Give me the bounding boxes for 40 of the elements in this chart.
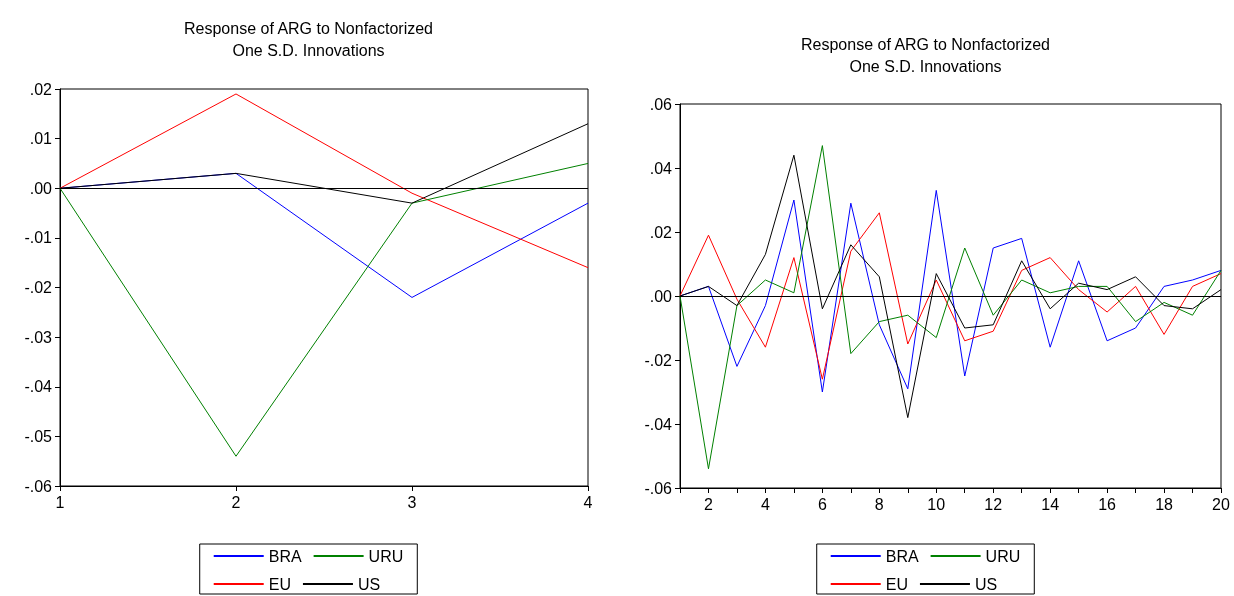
y-tick-label: .01 bbox=[29, 130, 53, 148]
legend-label: URU bbox=[368, 547, 404, 565]
x-tick-label: 18 bbox=[1155, 495, 1174, 513]
x-tick-label: 20 bbox=[1212, 495, 1230, 513]
chart-title: Response of ARG to Nonfactorized One S.D. Innovations bbox=[183, 19, 434, 59]
x-tick-label: 4 bbox=[760, 495, 770, 513]
x-tick-label: 2 bbox=[231, 493, 241, 511]
legend-label: US bbox=[357, 575, 381, 593]
y-tick-label: -.01 bbox=[24, 229, 53, 247]
legend-label: EU bbox=[268, 575, 291, 593]
x-tick-label: 4 bbox=[583, 493, 593, 511]
x-tick-label: 3 bbox=[407, 493, 417, 511]
x-tick-label: 10 bbox=[927, 495, 946, 513]
y-tick-label: .02 bbox=[29, 80, 53, 98]
chart-title: Response of ARG to Nonfactorized One S.D. Innovations bbox=[800, 35, 1051, 75]
legend-label: US bbox=[974, 575, 998, 593]
y-tick-label: -.02 bbox=[24, 279, 53, 296]
x-tick-label: 12 bbox=[984, 495, 1003, 513]
y-tick-label: -.06 bbox=[24, 477, 53, 495]
legend-label: URU bbox=[985, 547, 1021, 565]
y-tick-label: .00 bbox=[29, 179, 53, 197]
y-tick-label: -.04 bbox=[644, 415, 673, 433]
y-tick-label: -.06 bbox=[644, 479, 673, 497]
y-tick-label: .04 bbox=[649, 159, 673, 177]
x-tick-label: 14 bbox=[1041, 495, 1060, 513]
x-tick-label: 6 bbox=[817, 495, 827, 513]
legend-label: BRA bbox=[885, 547, 919, 565]
x-tick-label: 2 bbox=[704, 495, 714, 513]
legend-label: BRA bbox=[268, 547, 302, 565]
legend-label: EU bbox=[885, 575, 908, 593]
x-tick-label: 1 bbox=[55, 493, 65, 511]
y-tick-label: .02 bbox=[649, 223, 673, 241]
y-tick-label: .06 bbox=[649, 95, 673, 113]
y-tick-label: -.04 bbox=[24, 378, 53, 396]
y-tick-label: -.03 bbox=[24, 328, 53, 346]
x-tick-label: 16 bbox=[1098, 495, 1117, 513]
y-tick-label: -.02 bbox=[644, 351, 673, 369]
y-tick-label: .00 bbox=[649, 287, 673, 305]
y-tick-label: -.05 bbox=[24, 427, 53, 445]
x-tick-label: 8 bbox=[874, 495, 884, 513]
